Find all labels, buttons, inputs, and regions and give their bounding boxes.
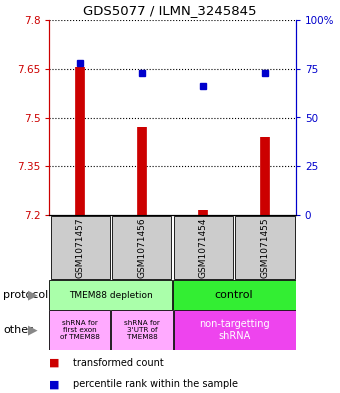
Text: shRNA for
3'UTR of
TMEM88: shRNA for 3'UTR of TMEM88 [124, 320, 160, 340]
FancyBboxPatch shape [235, 216, 294, 279]
Text: percentile rank within the sample: percentile rank within the sample [73, 379, 238, 389]
Text: protocol: protocol [3, 290, 49, 300]
FancyBboxPatch shape [174, 216, 233, 279]
Text: ■: ■ [49, 379, 60, 389]
FancyBboxPatch shape [112, 310, 173, 350]
Text: GSM1071454: GSM1071454 [199, 217, 208, 278]
Text: TMEM88 depletion: TMEM88 depletion [69, 290, 153, 299]
Text: non-targetting
shRNA: non-targetting shRNA [199, 319, 270, 341]
FancyBboxPatch shape [173, 310, 296, 350]
Text: other: other [3, 325, 33, 335]
Text: GSM1071455: GSM1071455 [260, 217, 270, 278]
Text: GSM1071456: GSM1071456 [137, 217, 146, 278]
Text: shRNA for
first exon
of TMEM88: shRNA for first exon of TMEM88 [60, 320, 100, 340]
FancyBboxPatch shape [112, 216, 171, 279]
Text: ▶: ▶ [28, 323, 37, 336]
FancyBboxPatch shape [173, 280, 296, 310]
Text: ▶: ▶ [28, 288, 37, 301]
Text: transformed count: transformed count [73, 358, 164, 368]
FancyBboxPatch shape [49, 310, 110, 350]
FancyBboxPatch shape [51, 216, 110, 279]
Text: ■: ■ [49, 358, 60, 368]
FancyBboxPatch shape [49, 280, 172, 310]
Text: GDS5077 / ILMN_3245845: GDS5077 / ILMN_3245845 [83, 4, 257, 18]
Text: control: control [215, 290, 254, 300]
Text: GSM1071457: GSM1071457 [75, 217, 85, 278]
